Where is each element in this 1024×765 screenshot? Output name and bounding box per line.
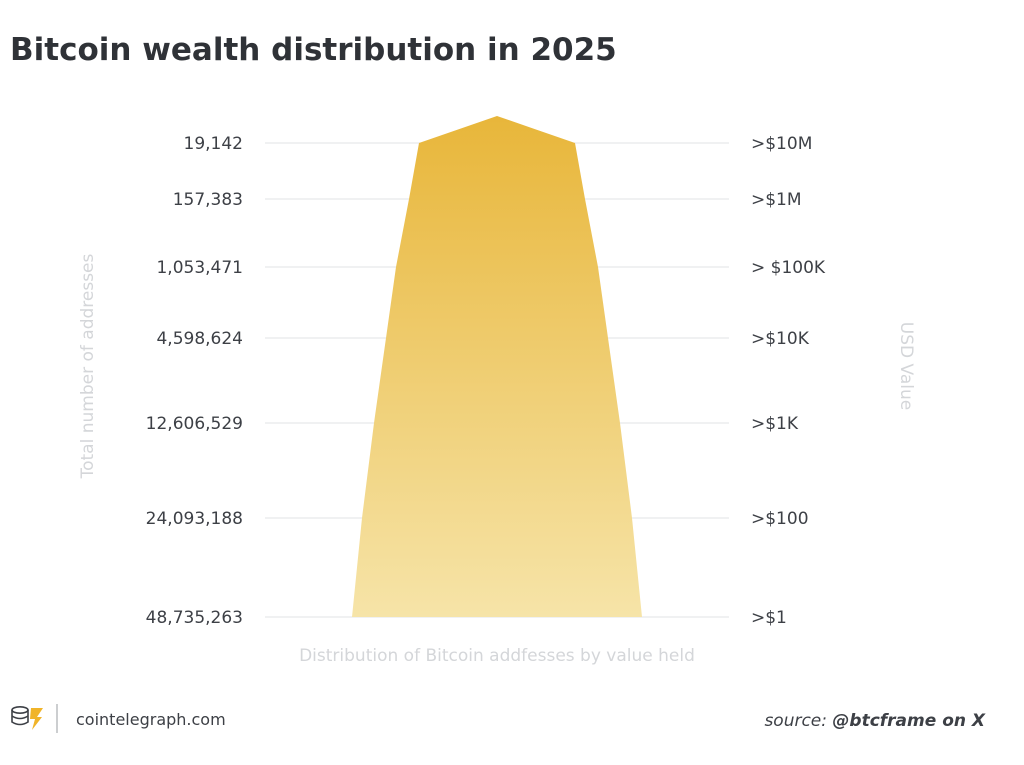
y-axis-label-left: Total number of addresses — [78, 253, 98, 479]
source-prefix: source: — [764, 711, 832, 731]
footer-site: cointelegraph.com — [76, 710, 226, 729]
x-axis-label: Distribution of Bitcoin addfesses by val… — [299, 646, 695, 666]
y-axis-label-right: USD Value — [896, 322, 916, 410]
address-count-label: 4,598,624 — [156, 329, 243, 349]
address-count-label: 24,093,188 — [146, 509, 243, 529]
address-count-label: 157,383 — [173, 190, 243, 210]
chart-title: Bitcoin wealth distribution in 2025 — [10, 32, 617, 68]
distribution-area — [352, 116, 642, 617]
address-count-label: 48,735,263 — [146, 608, 243, 628]
right-tick-labels: >$10M >$1M > $100K >$10K >$1K >$100 >$1 — [751, 134, 826, 628]
usd-value-label: >$10M — [751, 134, 812, 154]
usd-value-label: >$10K — [751, 329, 810, 349]
footer-source: source: @btcframe on X — [764, 711, 985, 731]
usd-value-label: > $100K — [751, 258, 826, 278]
usd-value-label: >$100 — [751, 509, 809, 529]
address-count-label: 1,053,471 — [156, 258, 243, 278]
left-tick-labels: 19,142 157,383 1,053,471 4,598,624 12,606,52… — [146, 134, 243, 628]
usd-value-label: >$1K — [751, 414, 799, 434]
cointelegraph-logo-icon — [11, 705, 43, 730]
usd-value-label: >$1 — [751, 608, 787, 628]
source-handle: @btcframe on X — [832, 711, 985, 731]
usd-value-label: >$1M — [751, 190, 802, 210]
address-count-label: 19,142 — [184, 134, 243, 154]
address-count-label: 12,606,529 — [146, 414, 243, 434]
